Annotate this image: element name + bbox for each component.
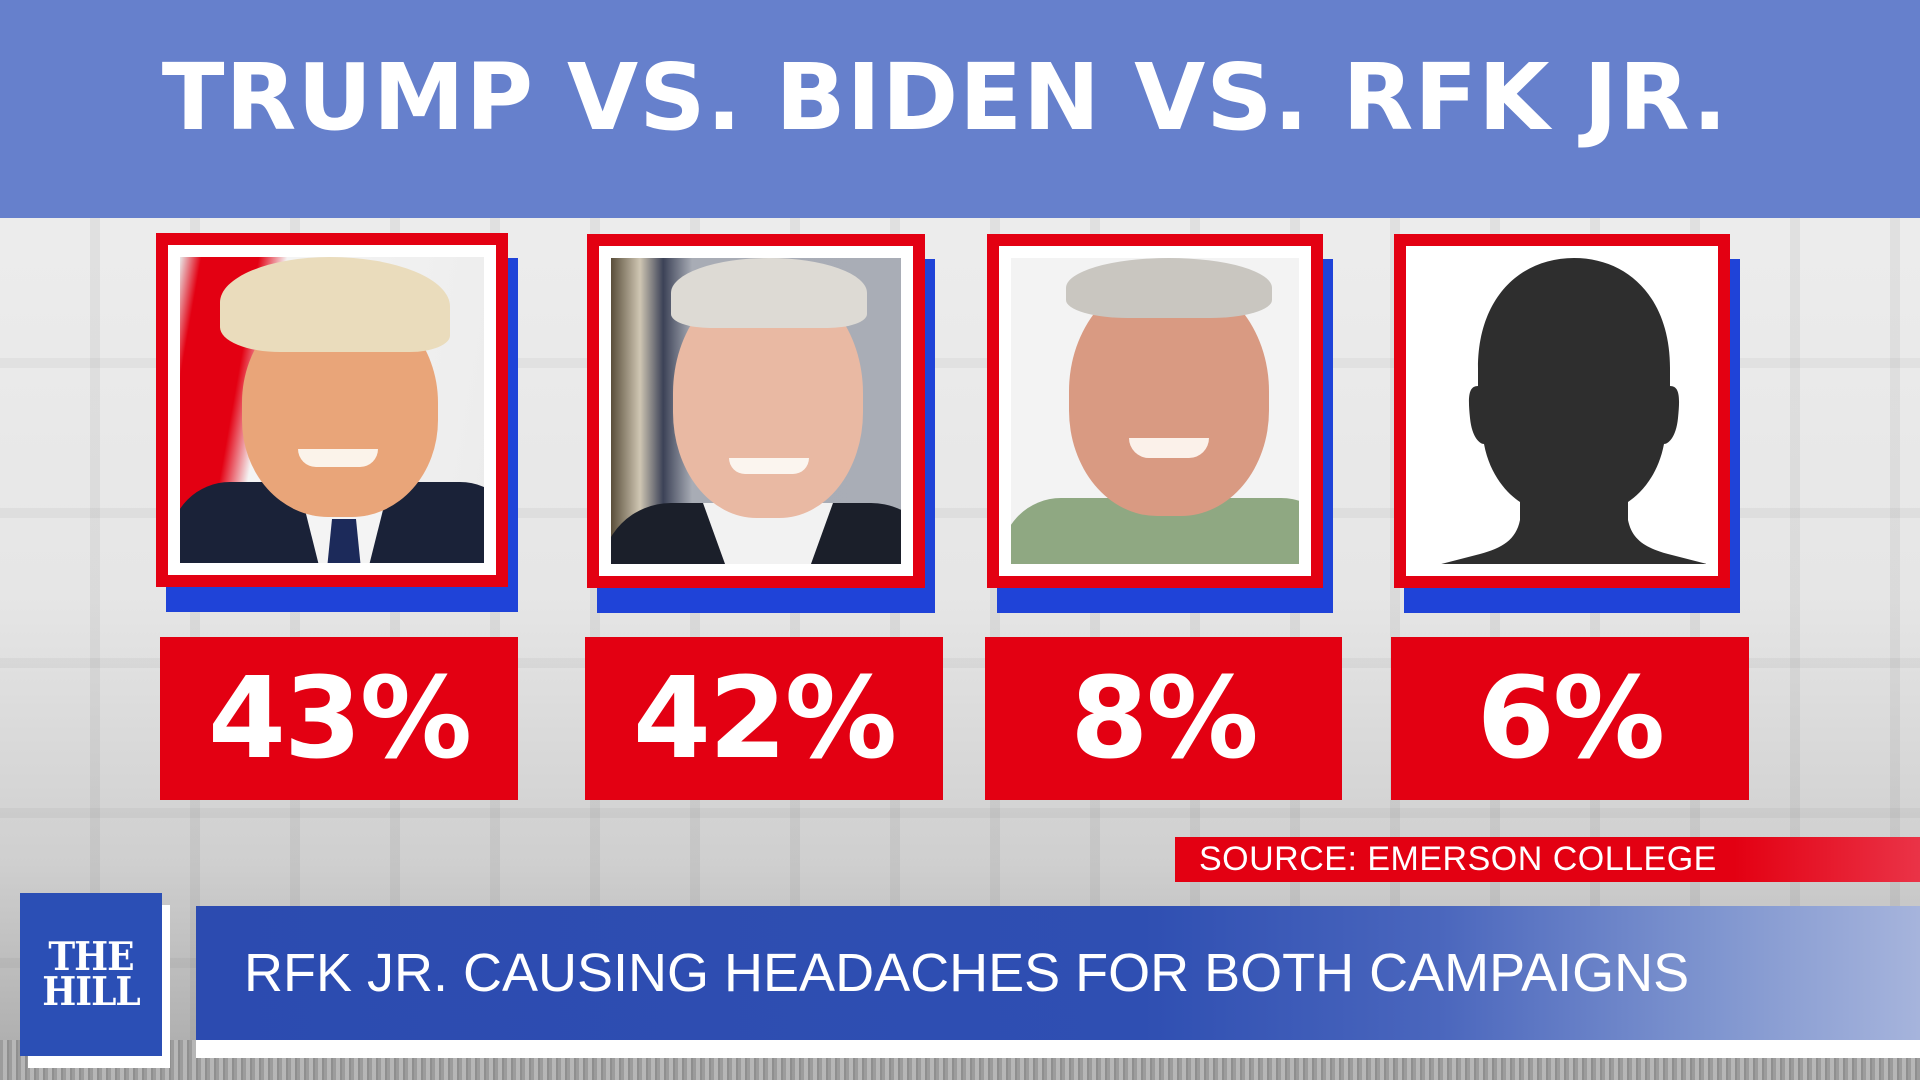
photo-frame bbox=[1394, 234, 1730, 588]
candidate-card-unknown bbox=[1394, 234, 1740, 613]
lower-third-headline: RFK JR. CAUSING HEADACHES FOR BOTH CAMPA… bbox=[196, 906, 1920, 1040]
candidate-card-rfk bbox=[987, 234, 1333, 613]
percent-unknown: 6% bbox=[1391, 637, 1749, 800]
logo-line-1: THE bbox=[48, 934, 134, 981]
header-band: TRUMP VS. BIDEN VS. RFK JR. bbox=[0, 0, 1920, 218]
percent-trump: 43% bbox=[160, 637, 518, 800]
photo-frame bbox=[156, 233, 508, 587]
logo-line-2: HILL bbox=[42, 968, 140, 1015]
percent-rfk: 8% bbox=[985, 637, 1342, 800]
candidate-photo-rfk bbox=[1011, 258, 1299, 564]
candidate-photo-biden bbox=[611, 258, 901, 564]
photo-frame bbox=[587, 234, 925, 588]
candidate-photo-trump bbox=[180, 257, 484, 563]
page-title: TRUMP VS. BIDEN VS. RFK JR. bbox=[161, 44, 1729, 151]
candidate-card-biden bbox=[587, 234, 935, 613]
silhouette-icon bbox=[1418, 258, 1706, 564]
percent-biden: 42% bbox=[585, 637, 943, 800]
the-hill-logo: THE HILL bbox=[20, 893, 162, 1056]
candidate-card-trump bbox=[156, 233, 518, 612]
source-label: SOURCE: EMERSON COLLEGE bbox=[1175, 837, 1920, 882]
photo-frame bbox=[987, 234, 1323, 588]
